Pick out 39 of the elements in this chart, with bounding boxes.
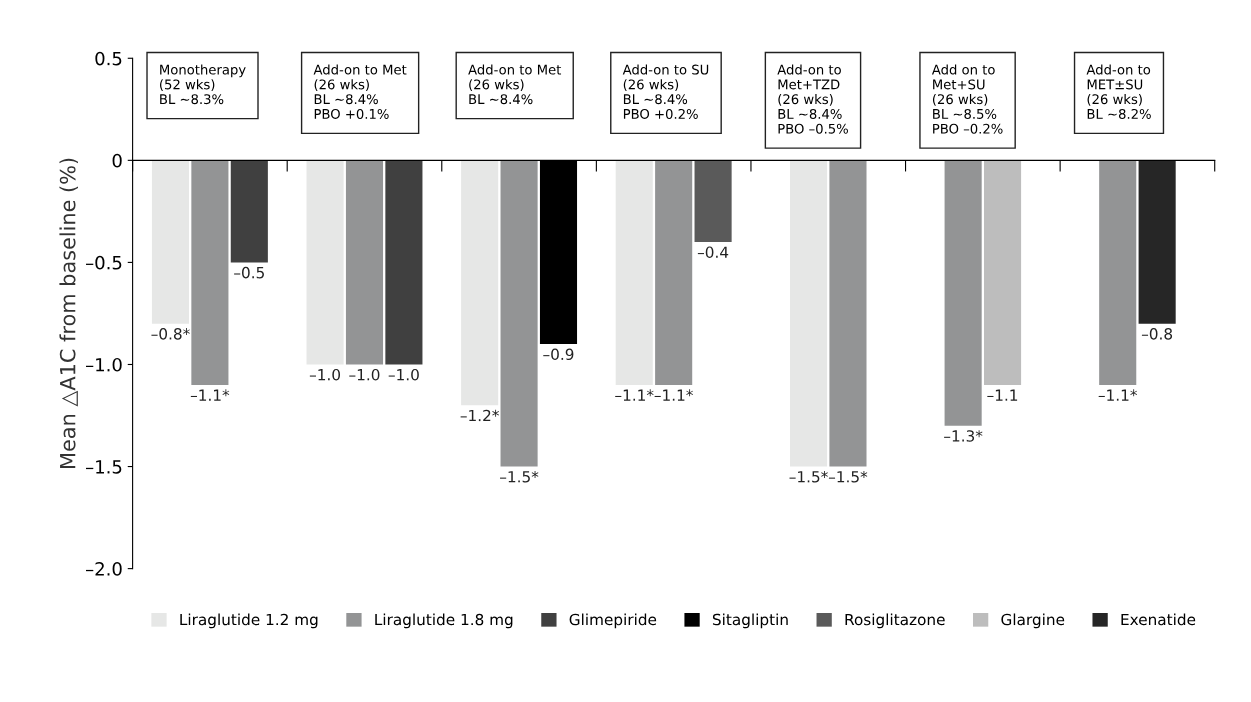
y-tick-label: 0.5: [95, 51, 122, 66]
legend-label: Liraglutide 1.2 mg: [180, 613, 318, 629]
y-tick-label: –1.0: [86, 357, 122, 372]
data-label: –0.8*: [151, 328, 190, 340]
legend-label: Glargine: [1001, 613, 1065, 629]
x-tick-label: Add-on to Met (26 wks) BL ~8.4% PBO +0.1%: [313, 64, 407, 119]
x-tick-label: Add-on to Met (26 wks) BL ~8.4%: [468, 64, 562, 105]
data-label: –1.1*: [190, 389, 230, 401]
x-tick-label: Add-on to SU (26 wks) BL ~8.4% PBO +0.2%: [622, 64, 709, 119]
data-label: –0.5: [234, 266, 264, 279]
y-axis-title: Mean △A1C from baseline (%): [59, 158, 78, 468]
data-label: –1.3*: [944, 430, 983, 442]
data-label: –1.0: [309, 368, 341, 381]
data-label: –1.1*: [654, 389, 693, 401]
x-tick-label: Monotherapy (52 wks) BL ~8.3%: [160, 64, 246, 105]
legend-label: Sitagliptin: [712, 613, 788, 629]
data-label: –1.5*: [500, 470, 539, 483]
legend-label: Liraglutide 1.8 mg: [375, 613, 513, 629]
y-tick-label: –2.0: [86, 562, 122, 576]
data-label: –1.1*: [615, 389, 654, 401]
data-label: –1.5*: [789, 470, 828, 483]
x-tick-label: Add-on to Met+TZD (26 wks) BL ~8.4% PBO –0.5%: [777, 64, 848, 134]
data-label: –0.4: [697, 246, 729, 258]
data-label: –1.0: [349, 368, 380, 381]
y-tick-label: 0: [112, 153, 122, 168]
data-label: –1.2*: [460, 409, 499, 422]
data-label: –1.0: [388, 368, 419, 381]
data-label: –1.1*: [1098, 389, 1138, 401]
y-tick-label: –0.5: [86, 255, 122, 270]
x-tick-label: Add on to Met+SU (26 wks) BL ~8.5% PBO –0.2%: [931, 64, 1003, 134]
data-label: –0.8: [1141, 328, 1173, 340]
data-label: –1.5*: [828, 470, 868, 483]
x-tick-label: Add-on to MET±SU (26 wks) BL ~8.2%: [1086, 64, 1151, 119]
data-label: –0.9: [543, 348, 574, 361]
y-tick-label: –1.5: [86, 460, 122, 474]
legend-label: Exenatide: [1121, 613, 1196, 626]
data-label: –1.1: [987, 389, 1018, 401]
legend-label: Glimepiride: [569, 613, 657, 629]
legend-label: Rosiglitazone: [845, 613, 945, 629]
